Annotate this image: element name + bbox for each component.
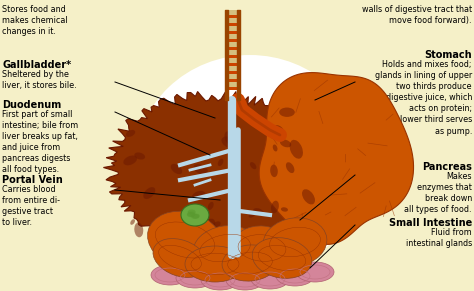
Bar [225, 26, 240, 31]
Polygon shape [259, 72, 413, 244]
Bar [225, 23, 240, 26]
Text: Small Intestine: Small Intestine [389, 218, 472, 228]
Text: Gallbladder*: Gallbladder* [2, 60, 71, 70]
Ellipse shape [143, 187, 155, 199]
Bar [225, 79, 240, 82]
Text: Holds and mixes food;
glands in lining of upper
two thirds produce
digestive jui: Holds and mixes food; glands in lining o… [375, 60, 472, 136]
Ellipse shape [273, 125, 283, 133]
Ellipse shape [281, 207, 288, 212]
Ellipse shape [273, 144, 277, 152]
Ellipse shape [191, 191, 205, 200]
Polygon shape [103, 92, 328, 251]
Ellipse shape [252, 238, 312, 278]
Text: Duodenum: Duodenum [2, 100, 61, 110]
Ellipse shape [290, 140, 303, 159]
Ellipse shape [208, 202, 214, 210]
Ellipse shape [135, 55, 365, 275]
Ellipse shape [201, 270, 239, 290]
Text: Stores food and
makes chemical
changes in it.: Stores food and makes chemical changes i… [2, 5, 68, 36]
Ellipse shape [134, 223, 143, 237]
Bar [225, 55, 240, 58]
Ellipse shape [221, 136, 238, 149]
Ellipse shape [250, 162, 256, 169]
Bar [225, 63, 240, 66]
Ellipse shape [225, 131, 236, 146]
Bar [225, 31, 240, 34]
Ellipse shape [279, 108, 295, 117]
Ellipse shape [188, 210, 196, 214]
Bar [225, 50, 240, 55]
Text: Fluid from
intestinal glands: Fluid from intestinal glands [406, 228, 472, 248]
Ellipse shape [263, 218, 327, 266]
Ellipse shape [286, 162, 294, 173]
Ellipse shape [192, 214, 200, 219]
Bar [225, 82, 240, 87]
Ellipse shape [187, 212, 195, 217]
Ellipse shape [151, 265, 189, 285]
Ellipse shape [212, 221, 220, 229]
Ellipse shape [222, 245, 278, 281]
Bar [225, 71, 240, 74]
Ellipse shape [176, 268, 214, 288]
Text: walls of digestive tract that
move food forward).: walls of digestive tract that move food … [362, 5, 472, 25]
Ellipse shape [193, 164, 208, 174]
Text: Pancreas: Pancreas [422, 162, 472, 172]
Bar [225, 58, 240, 63]
Ellipse shape [218, 159, 223, 166]
Text: Carries blood
from entire di-
gestive tract
to liver.: Carries blood from entire di- gestive tr… [2, 185, 60, 227]
Ellipse shape [276, 266, 314, 286]
Text: Portal Vein: Portal Vein [2, 175, 63, 185]
Ellipse shape [248, 211, 256, 218]
Bar [225, 39, 240, 42]
Bar [225, 42, 240, 47]
Bar [225, 47, 240, 50]
Ellipse shape [271, 201, 279, 213]
Ellipse shape [153, 239, 207, 277]
Ellipse shape [191, 220, 201, 228]
Ellipse shape [171, 164, 182, 174]
Ellipse shape [302, 189, 315, 205]
Ellipse shape [200, 219, 280, 241]
Ellipse shape [126, 130, 135, 137]
Text: First part of small
intestine; bile from
liver breaks up fat,
and juice from
pan: First part of small intestine; bile from… [2, 110, 78, 175]
Ellipse shape [232, 226, 292, 270]
Bar [225, 87, 240, 90]
Text: Makes
enzymes that
break down
all types of food.: Makes enzymes that break down all types … [404, 172, 472, 214]
Ellipse shape [181, 204, 209, 226]
Ellipse shape [147, 211, 222, 269]
Ellipse shape [205, 225, 245, 255]
Ellipse shape [270, 165, 278, 177]
Bar [225, 34, 240, 39]
Bar [225, 10, 240, 15]
Ellipse shape [251, 269, 289, 289]
Bar [225, 18, 240, 23]
Ellipse shape [201, 219, 215, 235]
Text: Stomach: Stomach [424, 50, 472, 60]
Ellipse shape [130, 219, 135, 225]
Ellipse shape [187, 212, 195, 217]
Bar [225, 74, 240, 79]
Ellipse shape [185, 246, 245, 282]
Ellipse shape [193, 226, 257, 270]
Text: Sheltered by the
liver, it stores bile.: Sheltered by the liver, it stores bile. [2, 70, 77, 90]
Bar [225, 66, 240, 71]
Bar [225, 15, 240, 18]
Ellipse shape [123, 155, 137, 165]
Ellipse shape [253, 208, 264, 215]
Ellipse shape [226, 270, 264, 290]
Ellipse shape [191, 214, 199, 219]
Ellipse shape [270, 128, 277, 139]
Ellipse shape [280, 140, 291, 147]
Ellipse shape [296, 262, 334, 282]
Ellipse shape [134, 152, 145, 159]
